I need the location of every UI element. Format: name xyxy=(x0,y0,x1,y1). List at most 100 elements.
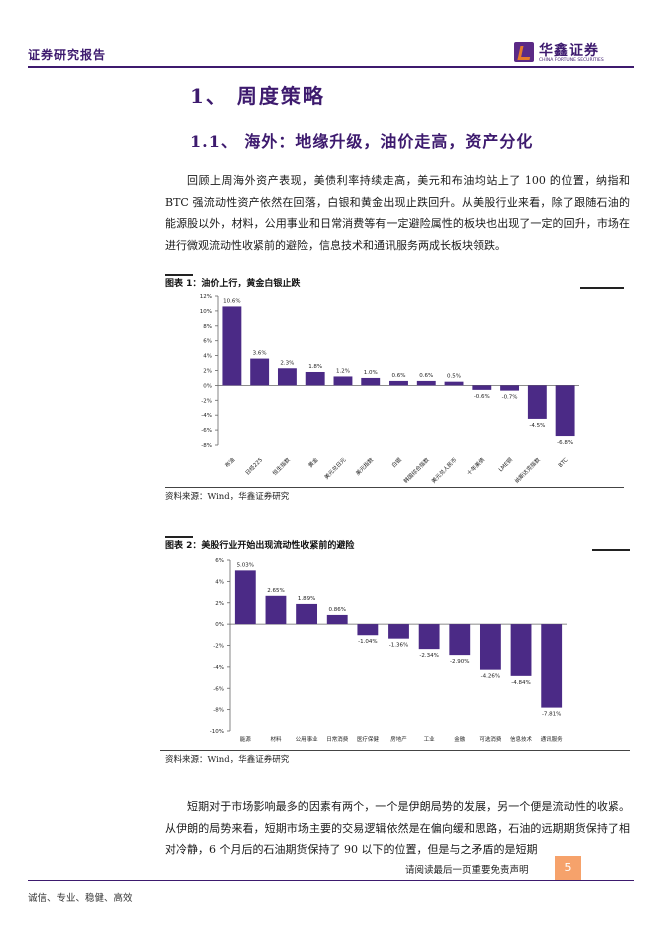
body-paragraph-1: 回顾上周海外资产表现，美债利率持续走高，美元和布油均站上了 100 的位置，纳指… xyxy=(165,174,630,252)
chart2-data-label: 0.86% xyxy=(328,607,345,613)
chart1-category-label: 纳斯达克指数 xyxy=(513,455,542,484)
chart1-category-label: 美元兑日元 xyxy=(322,455,347,480)
chart1-category-label: BTC xyxy=(558,457,570,469)
chart2-data-label: -7.81% xyxy=(542,712,561,718)
chart1-category-label: 韩国综合指数 xyxy=(402,455,431,484)
chart1-data-label: 0.6% xyxy=(392,373,406,379)
chart2-y-tick-label: -8% xyxy=(213,708,224,714)
chart2-bar xyxy=(479,624,501,670)
chart1-bar xyxy=(472,385,492,390)
chart1-category-label: 布油 xyxy=(223,455,237,469)
chart1-category-label: 恒生指数 xyxy=(271,455,293,477)
chart1-bar xyxy=(444,381,464,386)
chart2-bar xyxy=(357,624,379,636)
chart2-data-label: -4.26% xyxy=(481,674,500,680)
chart1-bar xyxy=(222,306,242,386)
chart1-data-label: 1.8% xyxy=(308,364,322,370)
section-heading: 1、 周度策略 xyxy=(190,84,325,108)
chart2-category-label: 能源 xyxy=(240,735,252,743)
chart1-bar xyxy=(333,376,353,386)
chart1-data-label: -0.7% xyxy=(502,395,518,401)
chart2-bar xyxy=(418,624,440,650)
chart1-y-tick-label: 8% xyxy=(203,324,212,330)
chart1-bar xyxy=(389,380,408,386)
chart2-data-label: -4.84% xyxy=(511,680,530,686)
chart1-data-label: 10.6% xyxy=(223,298,240,304)
chart1-data-label: 1.0% xyxy=(364,370,378,376)
chart2-y-tick-label: 4% xyxy=(215,579,224,585)
chart2-category-label: 材料 xyxy=(270,735,282,743)
chart1-category-label: 美元兑人民币 xyxy=(429,455,458,484)
chart1-category-label: LME铜 xyxy=(496,455,514,473)
chart1-y-tick-label: 10% xyxy=(200,309,212,315)
chart2-bar xyxy=(326,614,348,625)
chart2-y-tick-label: -2% xyxy=(213,644,224,650)
chart1-y-tick-label: 2% xyxy=(203,369,212,375)
chart2-y-tick-label: 2% xyxy=(215,601,224,607)
chart1-y-tick-label: -2% xyxy=(201,398,212,404)
figure2-bottom-rule xyxy=(160,750,630,751)
chart1-data-label: 0.6% xyxy=(419,373,433,379)
chart2-data-label: -2.34% xyxy=(419,653,438,659)
chart1-data-label: -0.6% xyxy=(474,394,490,400)
chart2-y-tick-label: -10% xyxy=(210,729,224,735)
footer-divider xyxy=(28,880,634,881)
chart1-bar xyxy=(277,368,297,386)
subsection-heading: 1.1、 海外：地缘升级，油价走高，资产分化 xyxy=(190,132,534,151)
chart2-data-label: -1.36% xyxy=(389,643,408,649)
chart1-category-label: 日经225 xyxy=(243,455,264,476)
chart2-bar xyxy=(449,624,471,656)
header-divider xyxy=(28,66,634,68)
chart1-data-label: 0.5% xyxy=(447,374,461,380)
chart2-bar xyxy=(234,570,256,625)
chart1-category-label: 十年美债 xyxy=(465,455,487,477)
chart2-y-tick-label: 6% xyxy=(215,558,224,564)
chart2-y-tick-label: 0% xyxy=(215,622,224,628)
chart2-data-label: -2.90% xyxy=(450,659,469,665)
footer-motto: 诚信、专业、稳健、高效 xyxy=(28,893,133,904)
figure1-title: 图表 1：油价上行，黄金白银止跌 xyxy=(165,279,301,289)
chart1-bar xyxy=(527,385,547,419)
chart1-y-tick-label: -6% xyxy=(201,428,212,434)
page-number: 5 xyxy=(555,856,581,880)
chart2-bar xyxy=(541,624,563,708)
chart1-bar xyxy=(361,377,381,386)
chart2-category-label: 工业 xyxy=(424,735,436,743)
chart1-data-label: -4.5% xyxy=(529,423,545,429)
chart2-bar xyxy=(296,603,318,625)
company-logo: 华鑫证券 CHINA FORTUNE SECURITIES xyxy=(514,40,634,66)
chart1-data-label: 3.6% xyxy=(253,351,267,357)
chart2-category-label: 金融 xyxy=(454,735,466,743)
chart2-data-label: 2.65% xyxy=(267,588,284,594)
chart2-data-label: 5.03% xyxy=(237,562,254,568)
figure2-title: 图表 2：美股行业开始出现流动性收紧前的避险 xyxy=(165,541,355,551)
logo-chinese-name: 华鑫证券 xyxy=(539,43,599,59)
chart2-category-label: 公用事业 xyxy=(296,735,319,743)
chart2-y-tick-label: -4% xyxy=(213,665,224,671)
figure2-chart: 6% 4% 2% 0% -2% -4% -6% -8% -10% 5.03% 能源 2.65% 材料 1.… xyxy=(210,558,567,743)
chart1-y-tick-label: 4% xyxy=(203,354,212,360)
chart1-y-tick-label: 6% xyxy=(203,339,212,345)
chart1-data-label: 2.3% xyxy=(280,360,294,366)
body-paragraph-2: 短期对于市场影响最多的因素有两个，一个是伊朗局势的发展，另一个便是流动性的收紧。… xyxy=(165,800,630,856)
figure1-source: 资料来源：Wind，华鑫证券研究 xyxy=(165,492,290,502)
figure2-source: 资料来源：Wind，华鑫证券研究 xyxy=(165,755,290,765)
chart1-category-label: 黄金 xyxy=(306,455,320,469)
chart1-bar xyxy=(250,358,270,386)
logo-icon xyxy=(514,42,534,62)
chart1-data-label: 1.2% xyxy=(336,368,350,374)
chart2-data-label: -1.04% xyxy=(358,639,377,645)
chart2-category-label: 医疗保健 xyxy=(357,735,380,743)
chart2-y-tick-label: -6% xyxy=(213,686,224,692)
chart1-y-tick-label: 0% xyxy=(203,383,212,389)
figure1-top-rule-left xyxy=(165,274,193,276)
chart2-data-label: 1.89% xyxy=(298,596,315,602)
chart2-category-label: 信息技术 xyxy=(510,735,533,743)
chart2-bar xyxy=(388,624,409,639)
chart2-bar xyxy=(510,624,532,676)
chart1-y-tick-label: -4% xyxy=(201,413,212,419)
chart1-category-label: 美元指数 xyxy=(354,455,376,477)
chart2-category-label: 可选消费 xyxy=(479,735,502,743)
figure1-chart: 12% 10% 8% 6% 4% 2% 0% -2% -4% -6% -8% 10.6% 布油 3.6% 日… xyxy=(200,294,579,485)
chart1-bar xyxy=(500,385,520,391)
